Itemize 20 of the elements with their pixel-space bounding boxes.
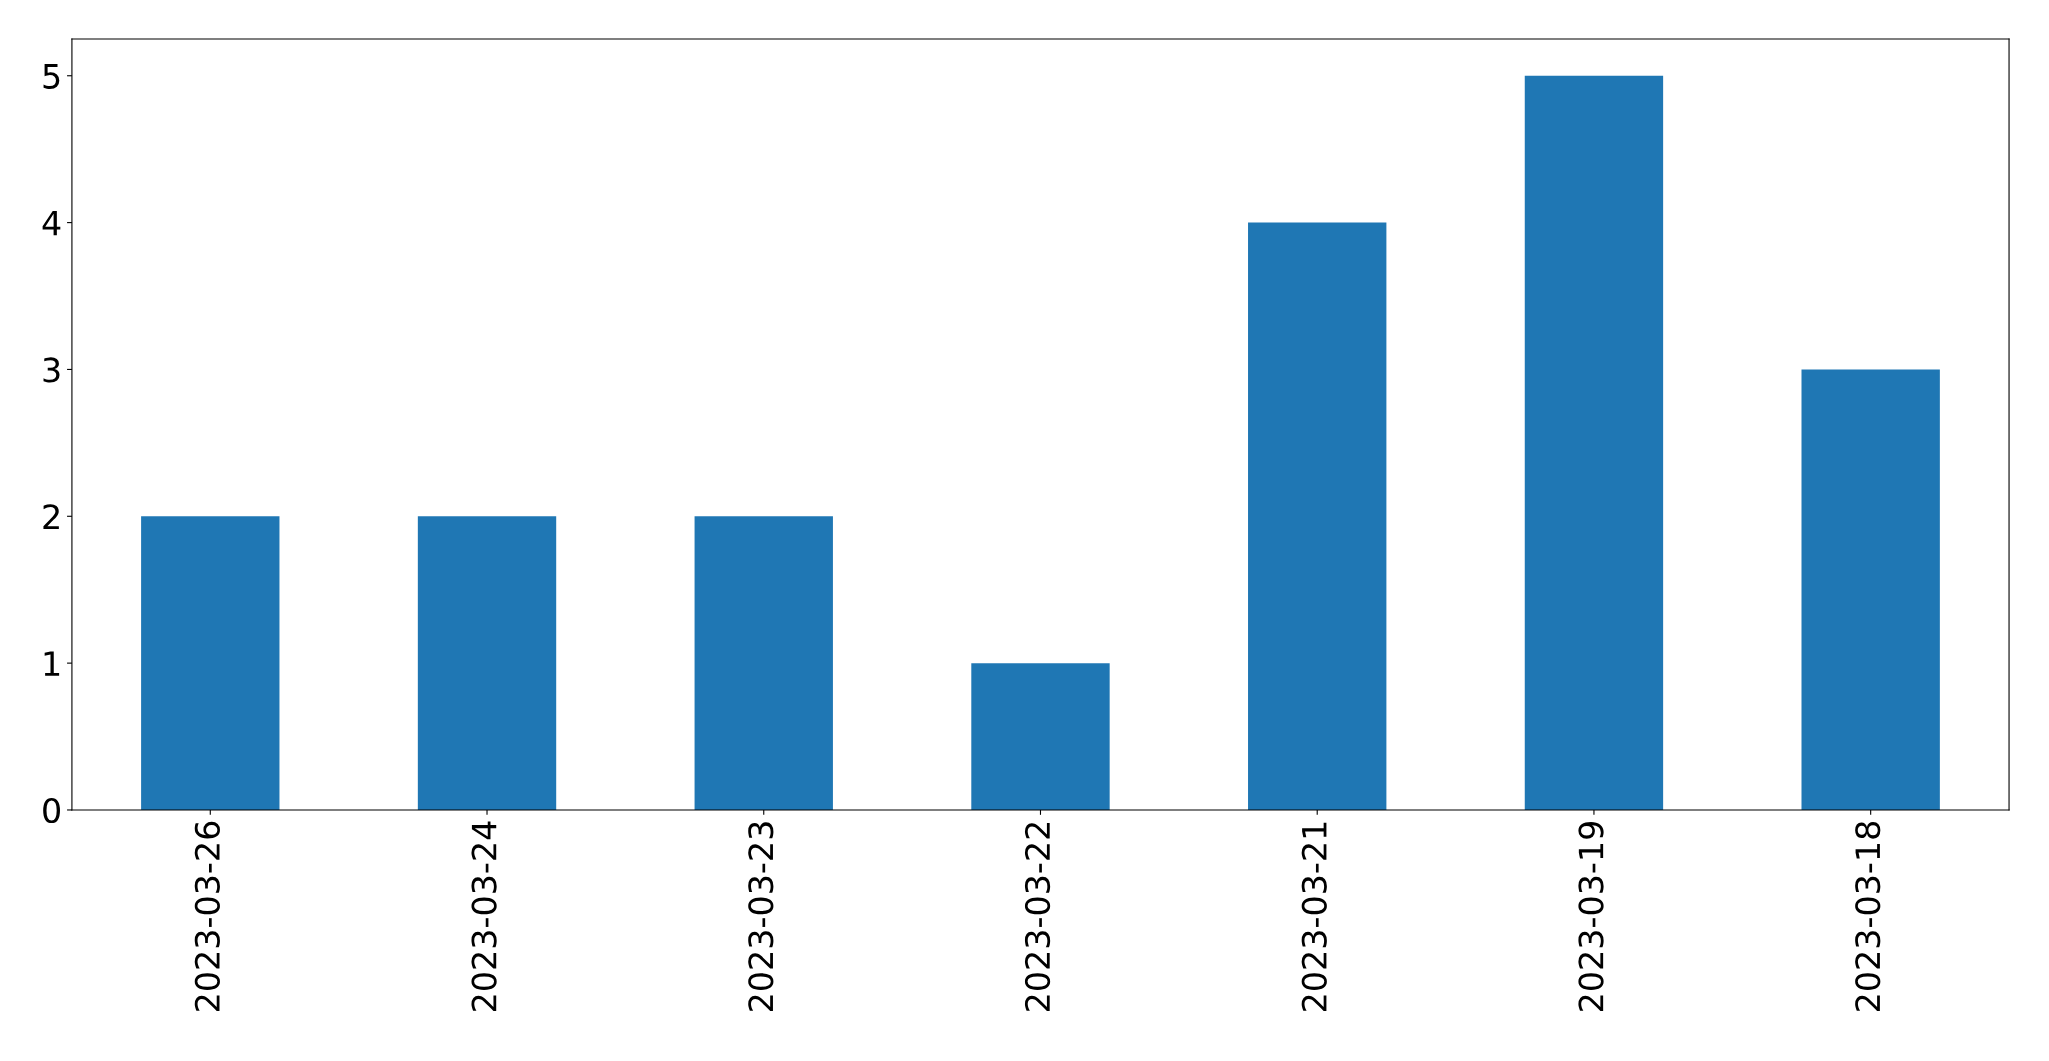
y-tick-label: 5: [43, 64, 60, 89]
x-tick-label: 2023-03-26: [194, 821, 220, 1011]
bar: [1524, 75, 1664, 810]
bar: [1801, 369, 1940, 810]
x-tick-label: 2023-03-21: [1301, 822, 1327, 1011]
x-tick-label: 2023-03-19: [1578, 822, 1604, 1011]
x-tick-label: 2023-03-23: [748, 822, 774, 1011]
y-tick-label: 3: [43, 357, 60, 383]
x-tick-label: 2023-03-18: [1855, 821, 1881, 1011]
y-tick-label: 4: [42, 210, 61, 236]
y-tick-label: 0: [43, 797, 60, 824]
bar: [141, 516, 280, 810]
bar: [971, 663, 1110, 810]
y-tick-label: 2: [43, 504, 59, 529]
bar: [1248, 222, 1387, 810]
x-tick-label: 2023-03-24: [471, 821, 497, 1011]
x-tick-label: 2023-03-22: [1024, 823, 1051, 1011]
bar: [694, 516, 833, 810]
y-tick-label: 1: [44, 651, 60, 676]
bar: [417, 516, 557, 810]
